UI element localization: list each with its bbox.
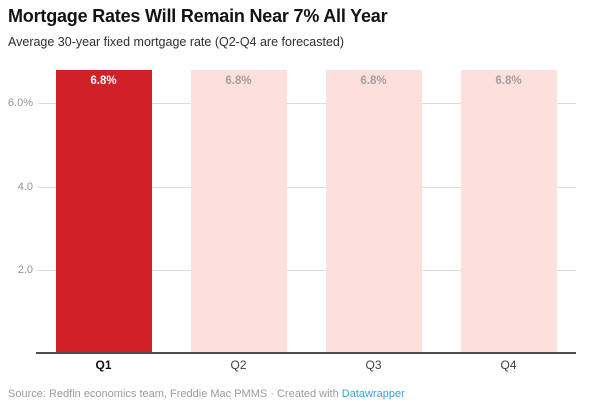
y-gridline: 2.0	[18, 264, 576, 276]
x-axis-label-q3: Q3	[365, 358, 382, 372]
bar-value-label: 6.8%	[225, 75, 252, 87]
y-axis-tick-label: 4.0	[17, 180, 33, 193]
bar-q3: 6.8%	[325, 70, 422, 353]
plot-area: 2.0 4.0 6.0% 6.8% 6.8% 6.8% 6.8% Q1 Q2 Q3 Q4	[8, 56, 576, 372]
y-gridline: 6.0%	[8, 97, 576, 109]
bar-q2: 6.8%	[190, 70, 287, 353]
source-line: Source: Redfin economics team, Freddie M…	[8, 388, 405, 400]
y-axis-tick-label: 6.0%	[7, 97, 33, 110]
bar-q4: 6.8%	[460, 70, 557, 353]
chart-subtitle: Average 30-year fixed mortgage rate (Q2-…	[8, 35, 345, 49]
datawrapper-link[interactable]: Datawrapper	[341, 388, 405, 400]
bar-value-label: 6.8%	[495, 75, 522, 87]
x-axis-label-q4: Q4	[500, 358, 517, 372]
x-axis-label-q1: Q1	[95, 358, 112, 372]
x-axis-line	[36, 352, 576, 354]
bar-q1: 6.8%	[55, 70, 152, 353]
x-axis-label-q2: Q2	[230, 358, 247, 372]
source-text: Source: Redfin economics team, Freddie M…	[8, 388, 342, 400]
bar-value-label: 6.8%	[360, 75, 387, 87]
y-axis-tick-label: 2.0	[17, 263, 33, 276]
chart-title: Mortgage Rates Will Remain Near 7% All Y…	[8, 6, 388, 26]
y-gridline: 4.0	[18, 181, 576, 193]
bar-value-label: 6.8%	[90, 75, 117, 87]
